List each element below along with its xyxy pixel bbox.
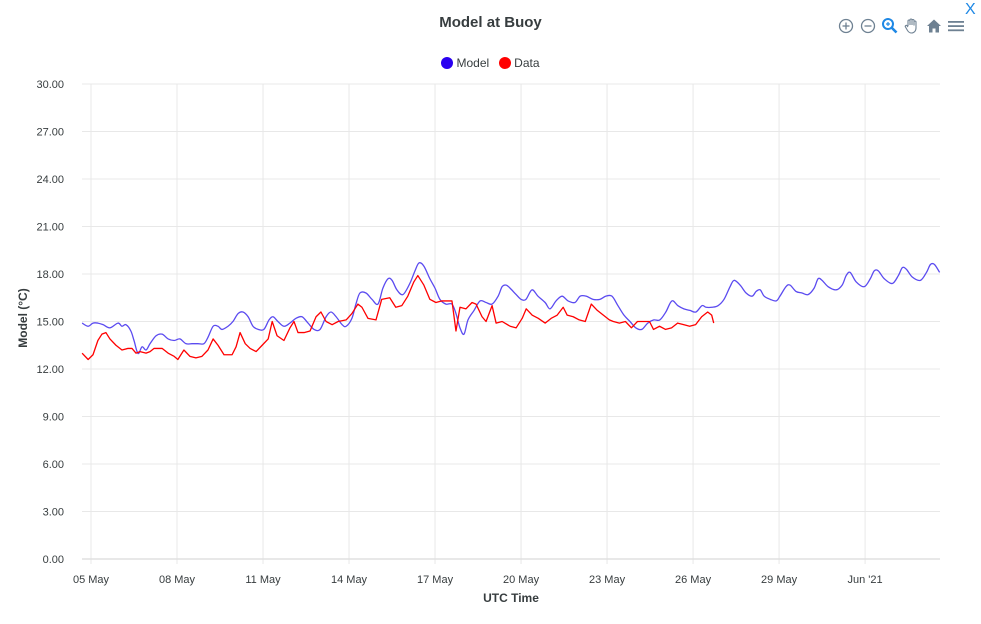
y-axis-title: Model (°C): [16, 288, 30, 347]
y-tick-label: 12.00: [36, 364, 64, 376]
x-tick-label: 29 May: [761, 574, 798, 586]
legend-marker-model: [441, 57, 454, 69]
y-tick-label: 30.00: [36, 79, 64, 91]
close-button[interactable]: X: [965, 1, 976, 18]
y-tick-label: 21.00: [36, 222, 64, 234]
x-tick-label: 11 May: [245, 574, 281, 586]
grid-lines: [82, 83, 940, 564]
zoom-in-icon: [838, 18, 854, 34]
chart-legend: Model Data: [0, 56, 981, 70]
x-tick-label: 14 May: [331, 574, 368, 586]
x-tick-label: 17 May: [417, 574, 454, 586]
legend-marker-data: [499, 57, 512, 69]
legend-item-data[interactable]: Data: [499, 56, 540, 70]
x-tick-label: Jun '21: [848, 574, 883, 586]
chart-title: Model at Buoy: [439, 14, 542, 31]
x-axis-ticks: 05 May 08 May 11 May 14 May 17 May 20 May 23 M…: [73, 574, 883, 586]
pan-icon: [904, 18, 917, 34]
y-tick-label: 15.00: [36, 317, 64, 329]
x-tick-label: 26 May: [675, 574, 712, 586]
x-tick-label: 20 May: [503, 574, 540, 586]
menu-icon: [948, 21, 964, 32]
reset-zoom-button[interactable]: [924, 16, 944, 36]
selection-zoom-icon: [882, 18, 898, 34]
legend-label-data: Data: [514, 56, 540, 70]
menu-button[interactable]: [946, 16, 966, 36]
legend-label-model: Model: [456, 56, 490, 70]
zoom-in-button[interactable]: [836, 16, 856, 36]
series-line-model: [81, 262, 941, 355]
zoom-out-icon: [860, 18, 876, 34]
x-tick-label: 08 May: [159, 574, 196, 586]
y-tick-label: 3.00: [43, 507, 64, 519]
x-axis-title: UTC Time: [483, 591, 539, 605]
series-lines: [81, 262, 941, 361]
selection-zoom-button[interactable]: [880, 16, 900, 36]
home-reset-icon: [927, 19, 941, 33]
legend-item-model[interactable]: Model: [441, 56, 489, 70]
y-tick-label: 18.00: [36, 269, 64, 281]
x-tick-label: 05 May: [73, 574, 110, 586]
y-tick-label: 0.00: [43, 554, 64, 566]
y-tick-label: 27.00: [36, 127, 64, 139]
series-line-data: [81, 274, 715, 361]
x-tick-label: 23 May: [589, 574, 626, 586]
chart-toolbar: [836, 16, 966, 36]
zoom-out-button[interactable]: [858, 16, 878, 36]
y-axis-ticks: 0.00 3.00 6.00 9.00 12.00 15.00 18.00 21.00 24.0…: [36, 79, 64, 566]
pan-button[interactable]: [902, 16, 922, 36]
y-tick-label: 9.00: [43, 412, 64, 424]
y-tick-label: 6.00: [43, 459, 64, 471]
y-tick-label: 24.00: [36, 174, 64, 186]
